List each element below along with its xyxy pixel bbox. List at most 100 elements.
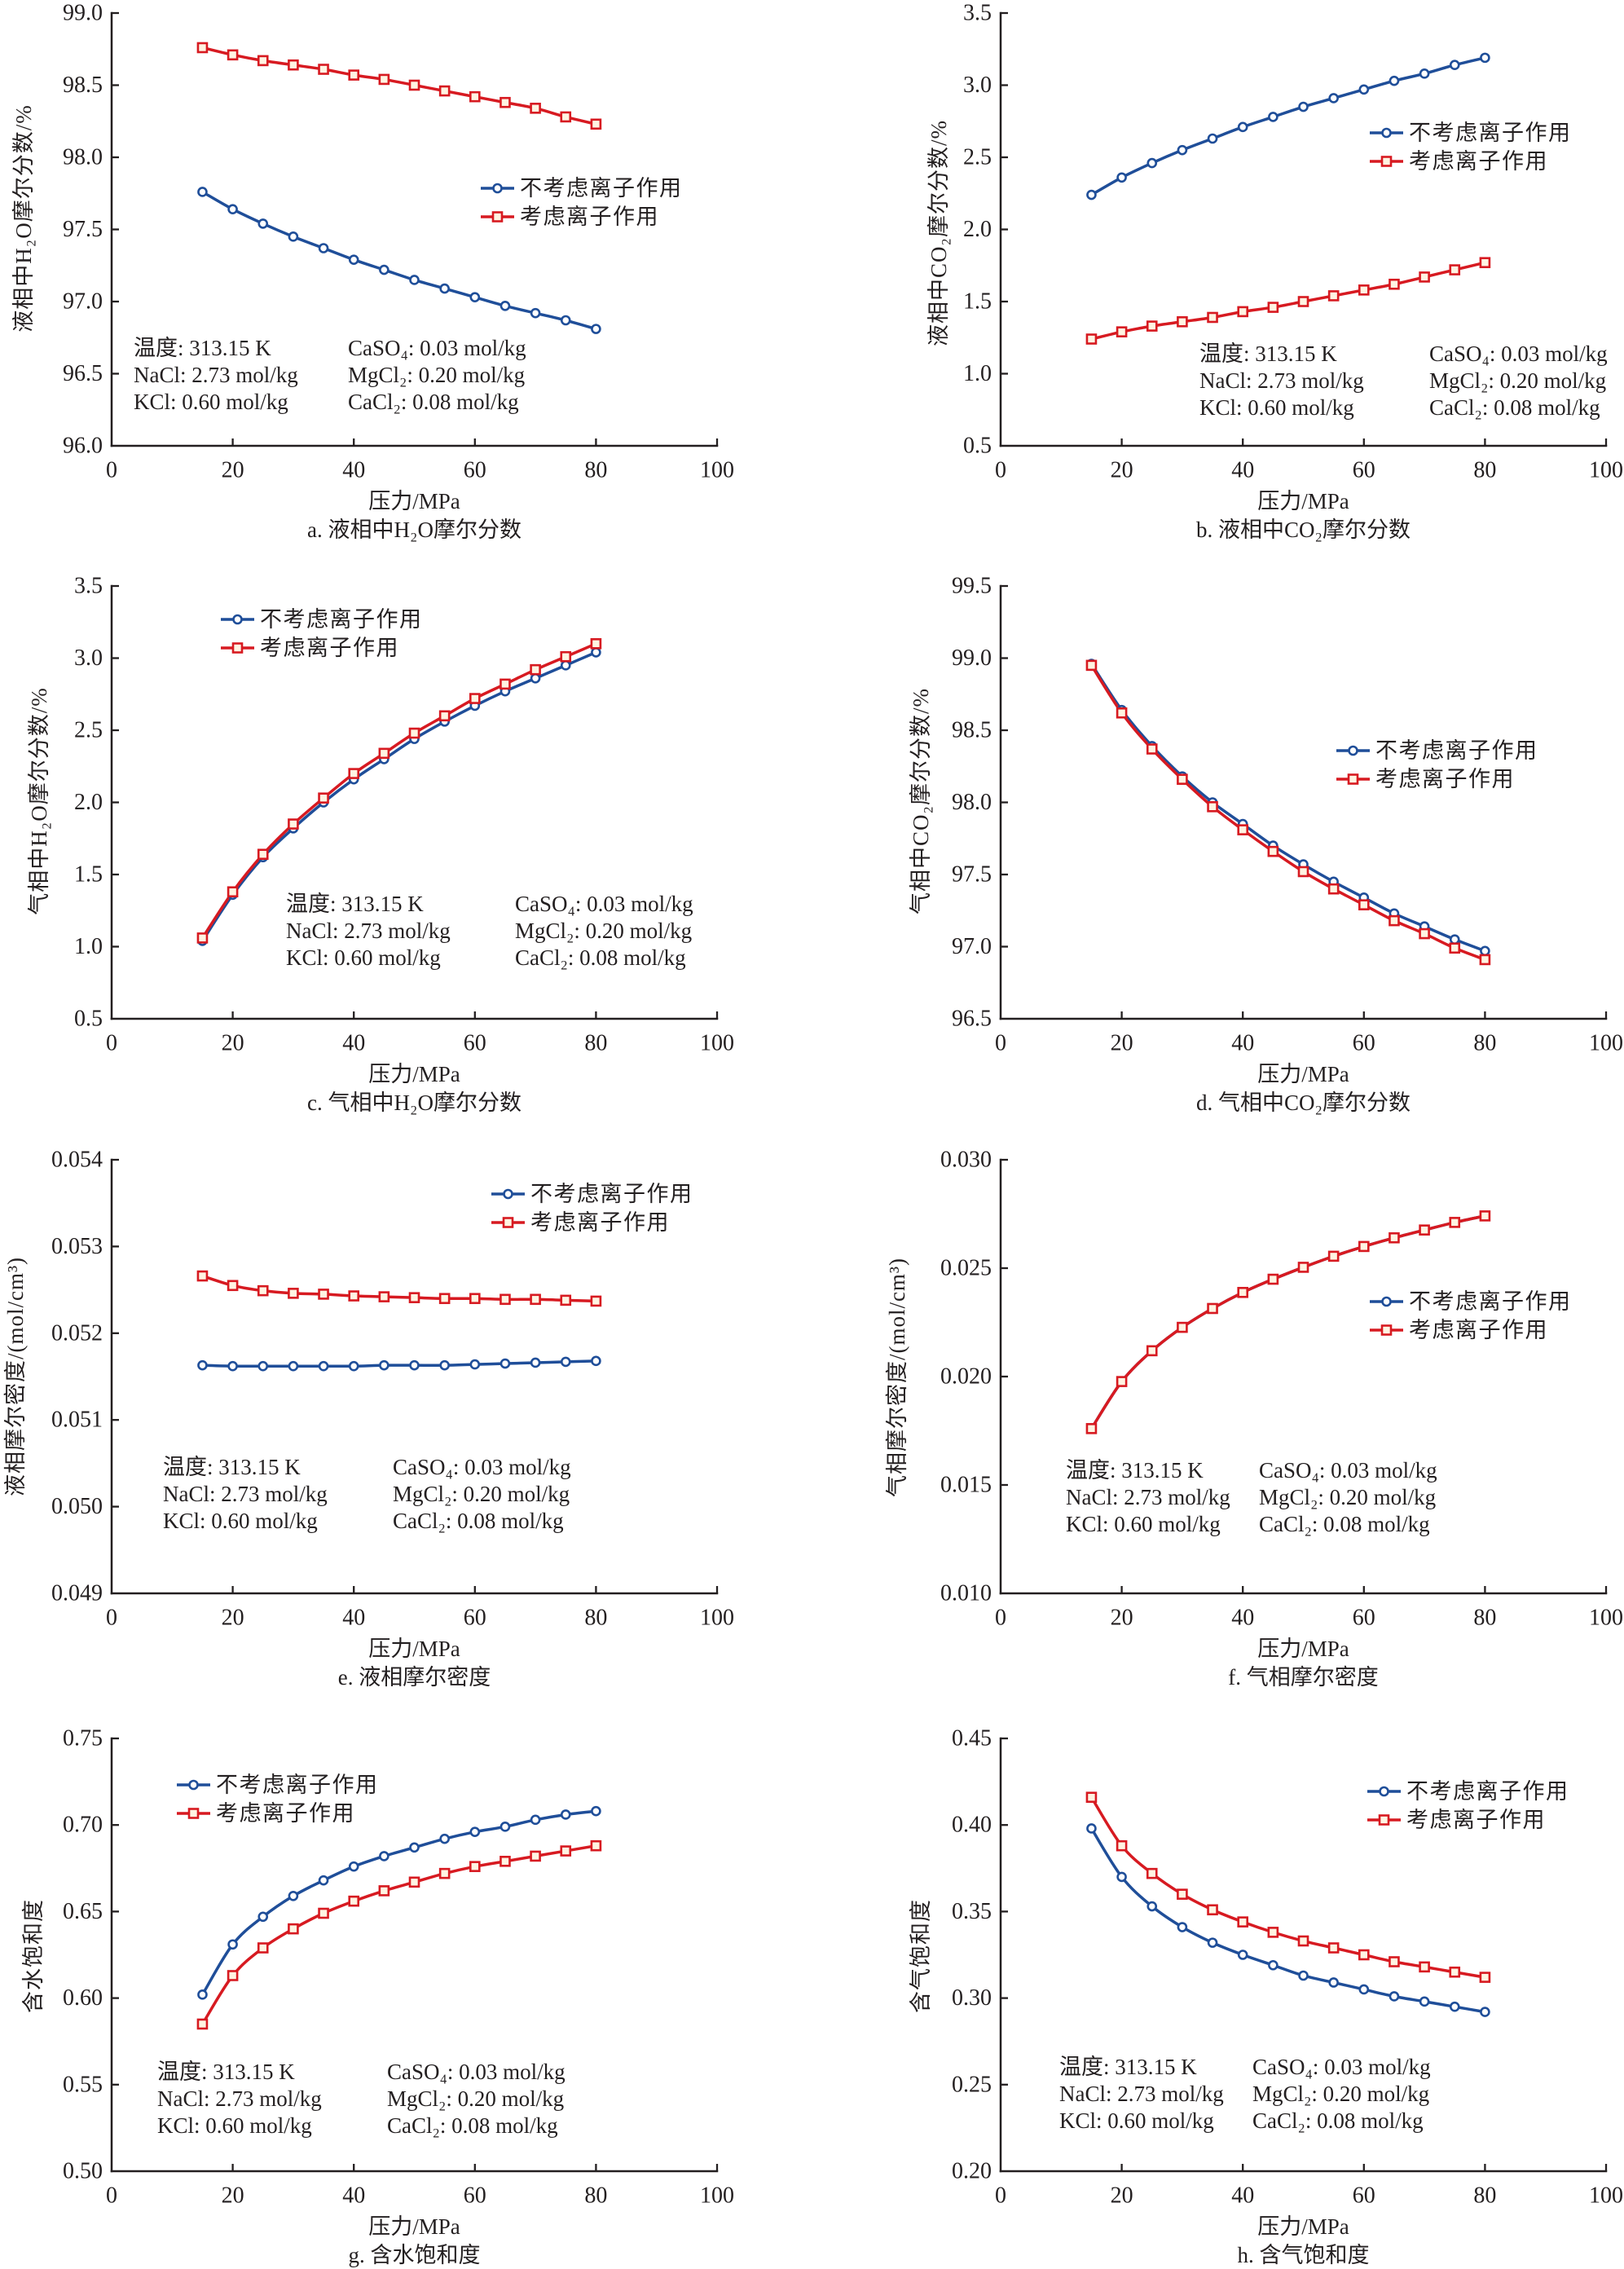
x-tick-label: 60: [464, 1031, 486, 1056]
legend-item: 不考虑离子作用: [1370, 1289, 1572, 1314]
legend-item: 考虑离子作用: [1367, 1808, 1545, 1832]
data-point-without-ion: [1086, 1823, 1097, 1834]
data-point-with-ion: [1116, 1839, 1128, 1852]
data-point-without-ion: [1207, 133, 1218, 144]
data-point-with-ion: [500, 96, 511, 108]
annotation-text: KCl: 0.60 mol/kg: [163, 1509, 318, 1533]
legend-marker-square-icon: [1380, 156, 1393, 167]
data-point-without-ion: [197, 187, 208, 197]
y-axis-title: 液相中CO₂摩尔分数/%: [926, 120, 951, 346]
legend-item: 不考虑离子作用: [1336, 738, 1537, 763]
legend-label: 不考虑离子作用: [1409, 121, 1572, 145]
data-point-with-ion: [1085, 1423, 1098, 1434]
data-point-without-ion: [1146, 1901, 1158, 1912]
data-point-with-ion: [348, 1290, 360, 1302]
data-point-without-ion: [560, 1356, 571, 1368]
data-point-with-ion: [1085, 1791, 1098, 1804]
y-tick-label: 99.5: [952, 574, 992, 599]
annotation-text: 温度: 313.15 K: [163, 1455, 301, 1479]
data-point-with-ion: [1479, 1210, 1491, 1222]
data-point-with-ion: [196, 2018, 209, 2030]
annotation-text: CaCl₂: 0.08 mol/kg: [348, 390, 519, 414]
x-tick-label: 60: [1353, 2183, 1375, 2209]
annotation-text: MgCl₂: 0.20 mol/kg: [348, 363, 525, 387]
legend-marker-circle-icon: [492, 183, 503, 194]
data-point-with-ion: [196, 932, 209, 944]
x-tick-label: 60: [1353, 1031, 1375, 1056]
legend-item: 不考虑离子作用: [491, 1182, 692, 1206]
x-tick-label: 20: [222, 1606, 244, 1631]
data-point-without-ion: [1419, 1996, 1430, 2007]
x-tick-label: 100: [1589, 2183, 1623, 2209]
chart-panel-a: 96.0 96.5 97.0 97.5 98.0 98.5 99.0 0 20 40 60 80 100…: [11, 1, 734, 543]
x-tick-label: 20: [222, 458, 244, 483]
series-line-with-ion: [1089, 663, 1487, 962]
y-tick-label: 0.20: [952, 2159, 992, 2184]
data-point-without-ion: [1177, 144, 1188, 156]
x-tick-label: 80: [584, 1606, 607, 1631]
data-point-with-ion: [378, 1885, 390, 1897]
legend-label: 不考虑离子作用: [1409, 1289, 1572, 1314]
x-tick-label: 40: [1231, 458, 1254, 483]
annotation-text: CaCl₂: 0.08 mol/kg: [387, 2113, 558, 2138]
y-tick-label: 97.0: [63, 289, 103, 315]
data-point-with-ion: [1419, 927, 1430, 940]
data-point-with-ion: [438, 710, 451, 722]
y-tick-label: 0.40: [952, 1813, 992, 1838]
data-point-with-ion: [1267, 302, 1279, 313]
data-point-without-ion: [409, 1842, 420, 1853]
legend-item: 考虑离子作用: [1370, 1318, 1547, 1342]
legend-marker-square-icon: [231, 642, 244, 654]
data-point-without-ion: [318, 1875, 329, 1886]
condition-annotation: 温度: 313.15 K NaCl: 2.73 mol/kg KCl: 0.60 m…: [134, 336, 526, 414]
data-point-with-ion: [530, 663, 541, 676]
chart-panel-b: 0.5 1.0 1.5 2.0 2.5 3.0 3.5 0 20 40 60 80 100 压力/MPa b…: [926, 1, 1623, 543]
legend-marker-circle-icon: [1379, 1786, 1389, 1797]
data-point-with-ion: [1297, 1935, 1309, 1947]
data-point-with-ion: [469, 90, 481, 103]
data-point-without-ion: [1419, 68, 1430, 79]
x-tick-label: 100: [1589, 458, 1623, 483]
data-point-without-ion: [1480, 945, 1490, 957]
x-tick-label: 60: [464, 2183, 486, 2209]
x-tick-label: 20: [222, 2183, 244, 2209]
data-point-without-ion: [1177, 1922, 1188, 1932]
y-tick-label: 0.010: [940, 1581, 992, 1606]
x-tick-label: 20: [222, 1031, 244, 1056]
annotation-text: NaCl: 2.73 mol/kg: [286, 919, 451, 943]
x-axis-title: 压力/MPa: [368, 1637, 460, 1661]
data-point-without-ion: [530, 307, 541, 319]
y-tick-label: 0.25: [952, 2072, 992, 2097]
data-point-with-ion: [560, 1294, 572, 1306]
data-point-with-ion: [590, 1839, 602, 1852]
annotation-text: 温度: 313.15 K: [134, 336, 271, 360]
chart-caption: f. 气相摩尔密度: [1228, 1665, 1379, 1690]
annotation-text: MgCl₂: 0.20 mol/kg: [1429, 368, 1606, 393]
data-point-without-ion: [500, 1822, 511, 1832]
y-tick-label: 1.5: [963, 289, 992, 315]
data-point-with-ion: [318, 792, 329, 804]
annotation-text: 温度: 313.15 K: [1066, 1458, 1204, 1483]
data-point-with-ion: [590, 1295, 602, 1307]
data-point-with-ion: [348, 69, 360, 81]
y-tick-label: 1.5: [74, 862, 103, 888]
y-tick-label: 0.050: [51, 1494, 103, 1519]
data-point-with-ion: [318, 1289, 329, 1300]
annotation-text: MgCl₂: 0.20 mol/kg: [515, 919, 692, 943]
chart-caption: g. 含水饱和度: [349, 2243, 481, 2267]
data-point-with-ion: [196, 42, 209, 54]
y-tick-label: 2.0: [963, 217, 992, 242]
legend-marker-square-icon: [1380, 1324, 1393, 1336]
data-point-with-ion: [257, 55, 269, 67]
data-point-without-ion: [409, 275, 420, 285]
series-line-without-ion: [1089, 662, 1487, 953]
data-point-with-ion: [1177, 773, 1188, 785]
annotation-text: KCl: 0.60 mol/kg: [1059, 2108, 1214, 2133]
x-tick-label: 0: [995, 1031, 1006, 1056]
data-point-without-ion: [591, 647, 601, 658]
data-point-with-ion: [408, 727, 420, 739]
